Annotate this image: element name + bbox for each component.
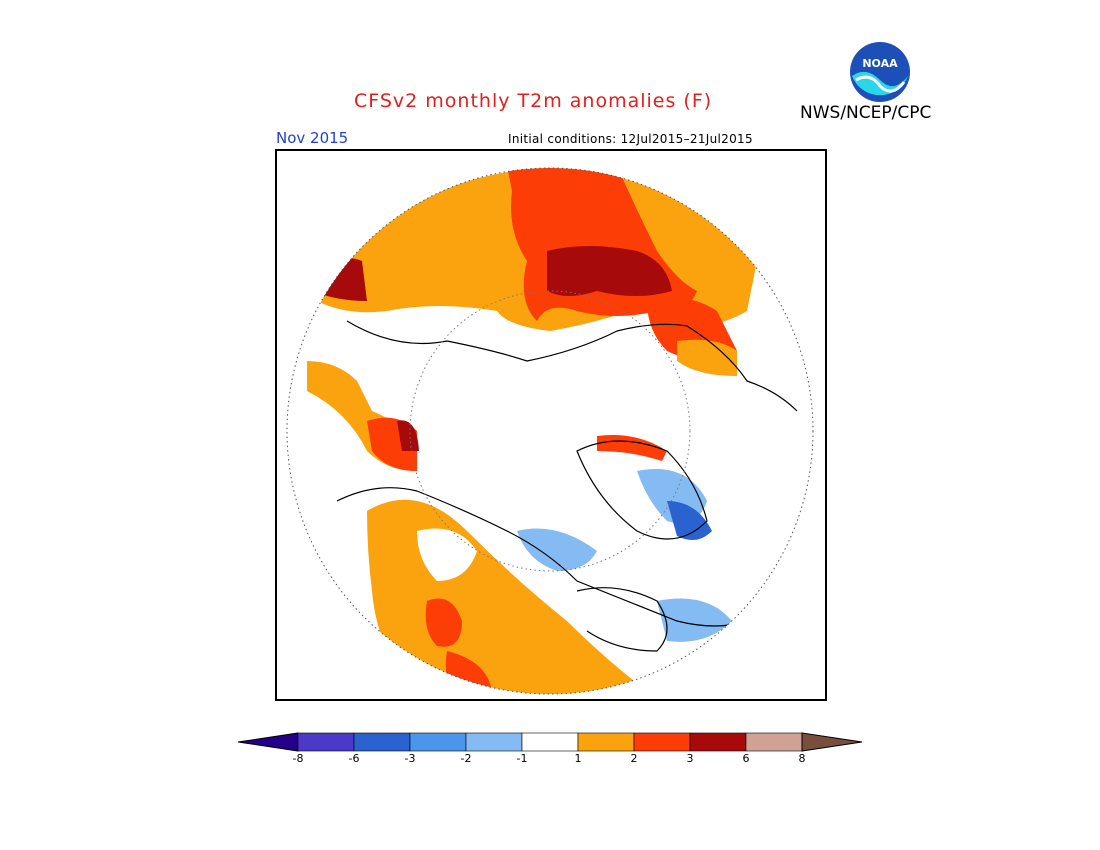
colorbar-tick-label: -3 — [404, 752, 416, 765]
colorbar-arrow-high — [801, 732, 863, 752]
anomaly-orange-north-america — [367, 499, 657, 694]
colorbar-swatch — [521, 732, 579, 752]
initial-conditions: Initial conditions: 12Jul2015–21Jul2015 — [508, 132, 753, 146]
anomaly-lightblue-archipelago — [517, 528, 597, 571]
colorbar — [237, 731, 863, 753]
colorbar-tick-label: -1 — [516, 752, 528, 765]
anomaly-darkred-europe — [312, 257, 367, 301]
organization-label: NWS/NCEP/CPC — [800, 103, 932, 123]
colorbar-swatch — [689, 732, 747, 752]
colorbar-swatch — [353, 732, 411, 752]
colorbar-tick-label: -8 — [292, 752, 304, 765]
colorbar-tick-label: 6 — [742, 752, 750, 765]
latitude-circle — [409, 290, 691, 572]
anomaly-orange-pacific — [677, 339, 737, 376]
colorbar-swatch — [297, 732, 355, 752]
colorbar-tick-label: 3 — [686, 752, 694, 765]
colorbar-tick-label: 8 — [798, 752, 806, 765]
colorbar-swatch — [745, 732, 803, 752]
map-title: CFSv2 monthly T2m anomalies (F) — [354, 90, 713, 112]
coastline-eurasia — [346, 320, 798, 412]
anomaly-red-baffin — [597, 435, 667, 461]
anomaly-darkred-atlantic — [397, 420, 419, 451]
anomaly-blue-hudson — [667, 501, 712, 540]
colorbar-tick-label: -2 — [460, 752, 472, 765]
colorbar-swatch — [577, 732, 635, 752]
colorbar-swatch — [465, 732, 523, 752]
colorbar-tick-label: 2 — [630, 752, 638, 765]
colorbar-tick-label: -6 — [348, 752, 360, 765]
coastline-hudson — [576, 587, 668, 652]
anomaly-lightblue-labrador — [657, 598, 732, 642]
anomaly-white-alaska — [417, 528, 477, 581]
anomaly-darkred-siberia — [547, 246, 672, 296]
colorbar-swatch — [633, 732, 691, 752]
noaa-logo: NOAA — [848, 40, 912, 104]
anomaly-red-north-america — [425, 598, 462, 647]
coastline-greenland — [576, 440, 708, 540]
colorbar-arrow-low — [237, 732, 299, 752]
colorbar-swatch — [409, 732, 467, 752]
forecast-month: Nov 2015 — [276, 129, 349, 147]
coastline-north-america — [336, 487, 748, 627]
projection-boundary — [286, 167, 814, 695]
logo-text: NOAA — [862, 57, 898, 70]
colorbar-tick-label: 1 — [574, 752, 582, 765]
polar-map — [275, 149, 827, 701]
